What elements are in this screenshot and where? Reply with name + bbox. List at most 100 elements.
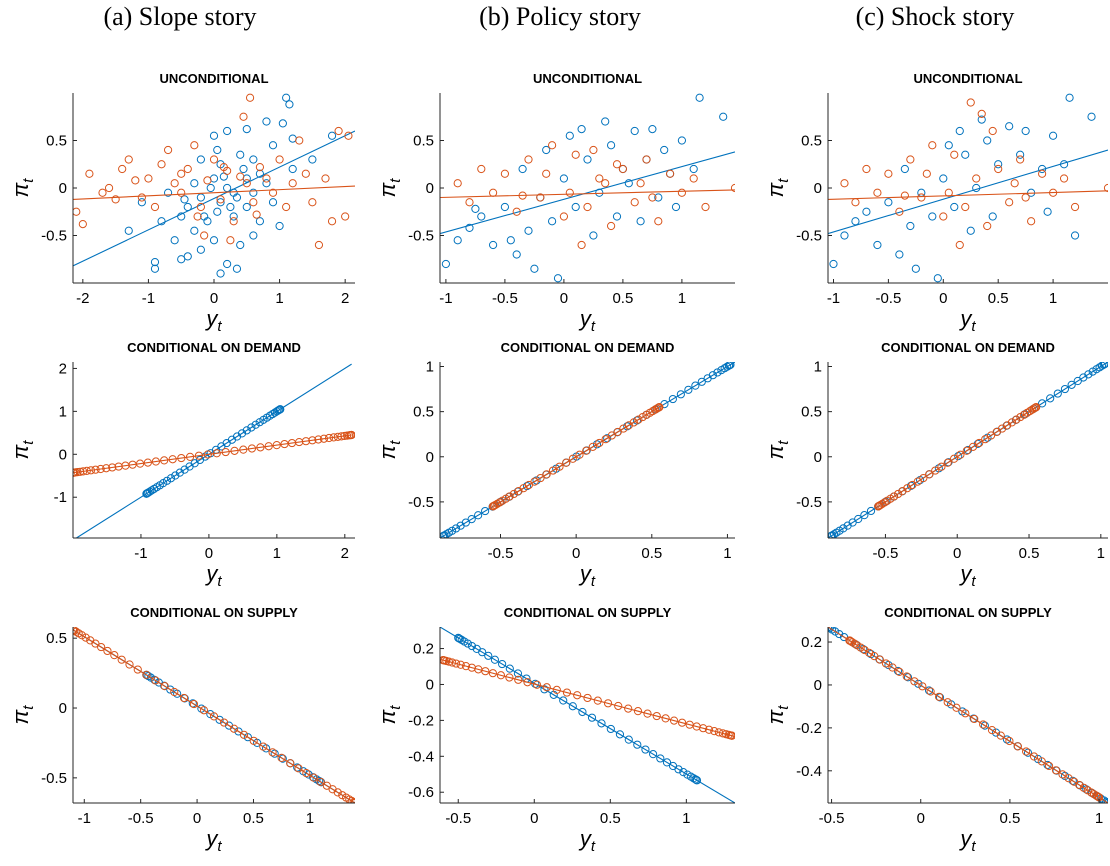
data-point <box>344 131 353 140</box>
data-point <box>933 274 942 283</box>
data-point <box>453 236 462 245</box>
x-tick-label: 1 <box>682 810 690 827</box>
data-point <box>268 141 278 150</box>
data-point <box>536 193 545 202</box>
data-point <box>894 489 903 499</box>
x-tick-label: 1 <box>1095 810 1103 827</box>
data-point <box>548 141 557 150</box>
data-point <box>166 474 176 483</box>
data-point <box>194 451 204 460</box>
data-point <box>1012 415 1021 424</box>
x-axis-label: yt <box>204 306 222 335</box>
data-point <box>692 776 702 785</box>
data-point <box>1005 736 1014 746</box>
x-tick-label: -0.5 <box>445 810 471 827</box>
data-point <box>1102 797 1108 803</box>
data-point <box>81 633 90 642</box>
data-point <box>931 466 940 475</box>
data-point <box>654 193 663 202</box>
data-point <box>124 155 133 164</box>
data-point <box>203 450 212 459</box>
data-point <box>124 226 133 235</box>
fit-line <box>828 149 1108 235</box>
data-point <box>1043 207 1052 216</box>
x-tick-label: 1 <box>273 545 281 562</box>
data-point <box>542 683 551 692</box>
y-axis-label: πt <box>763 705 792 725</box>
data-point <box>699 724 708 733</box>
data-point <box>500 169 509 178</box>
data-point <box>624 704 633 713</box>
data-point <box>111 195 120 204</box>
y-tick-label: 0.5 <box>413 404 434 421</box>
data-point <box>926 687 935 696</box>
data-point <box>505 492 514 501</box>
data-point <box>884 169 893 178</box>
data-point <box>474 511 483 520</box>
data-point <box>966 226 975 235</box>
x-tick-label: 0.5 <box>1019 545 1040 562</box>
data-point <box>888 663 897 672</box>
data-point <box>583 693 592 703</box>
data-point <box>219 163 228 172</box>
data-point <box>163 188 173 197</box>
data-point <box>251 420 260 429</box>
chart-panel: CONDITIONAL ON DEMAND -0.5 0 0.5 1 -0.5 0 0.5 1 y… <box>375 340 735 590</box>
data-point <box>264 442 273 451</box>
data-point <box>256 443 265 452</box>
data-point <box>987 725 997 735</box>
data-point <box>655 403 664 412</box>
x-axis-label: yt <box>578 561 596 590</box>
data-point <box>552 685 561 695</box>
data-point <box>170 687 179 697</box>
x-tick-label: 0 <box>917 810 925 827</box>
data-point <box>478 648 487 657</box>
x-axis-label: yt <box>204 561 222 590</box>
chart-title: CONDITIONAL ON SUPPLY <box>884 605 1052 620</box>
x-axis-label: yt <box>958 826 976 855</box>
x-tick-label: -1 <box>134 545 147 562</box>
data-point <box>268 188 278 197</box>
data-point <box>643 709 652 718</box>
data-point <box>568 454 577 463</box>
x-tick-label: -0.5 <box>492 290 518 307</box>
data-point <box>223 183 232 193</box>
data-point <box>177 212 186 221</box>
data-point <box>660 145 669 155</box>
data-point <box>548 466 558 475</box>
x-tick-label: 1 <box>1049 290 1057 307</box>
data-point <box>994 164 1003 174</box>
data-point <box>157 160 166 169</box>
data-point <box>532 680 542 689</box>
data-point <box>1065 93 1074 102</box>
data-point <box>860 511 869 520</box>
data-point <box>193 212 202 221</box>
data-point <box>150 675 159 684</box>
data-point <box>697 377 706 386</box>
x-tick-label: -2 <box>76 290 89 307</box>
data-point <box>255 217 265 226</box>
data-point <box>349 798 355 803</box>
data-point <box>851 198 860 207</box>
data-point <box>103 646 112 656</box>
data-point <box>230 446 239 455</box>
data-point <box>221 447 230 457</box>
data-point <box>719 112 728 121</box>
data-point <box>236 240 245 250</box>
y-axis-label: πt <box>763 440 792 460</box>
chart-panel: CONDITIONAL ON SUPPLY -1 -0.5 0 0.5 1 -0.5 0 0.5… <box>8 605 355 855</box>
data-point <box>895 207 904 216</box>
data-point <box>928 141 937 150</box>
data-point <box>980 721 989 730</box>
data-point <box>1010 179 1019 188</box>
data-point <box>212 449 221 458</box>
data-point <box>232 193 242 202</box>
data-point <box>1059 160 1069 169</box>
data-point <box>876 500 885 510</box>
data-point <box>906 221 915 231</box>
data-point <box>831 627 840 636</box>
data-point <box>308 436 317 445</box>
data-point <box>710 727 719 736</box>
chart-title: CONDITIONAL ON DEMAND <box>881 340 1055 355</box>
axes: -1 -0.5 0 0.5 1 -0.5 0 0.5 <box>408 93 735 307</box>
